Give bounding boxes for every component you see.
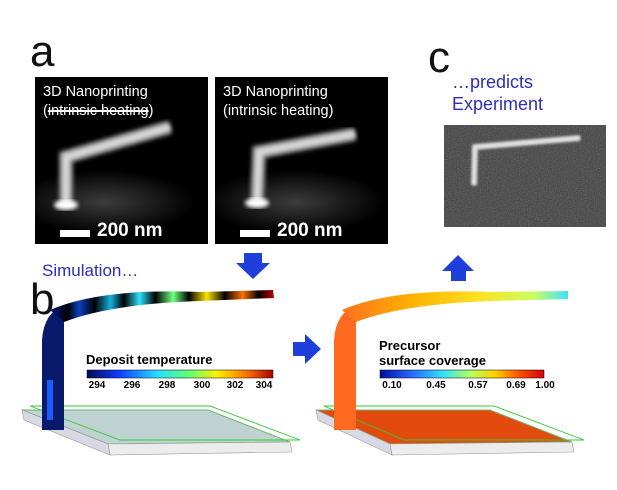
coverage-legend-title-line1: Precursor bbox=[379, 338, 441, 353]
simulation-label: Simulation… bbox=[42, 261, 139, 280]
deposit-pillar bbox=[334, 306, 356, 430]
sem-right-caption: 3D Nanoprinting (intrinsic heating) bbox=[223, 83, 333, 121]
temperature-tick: 304 bbox=[255, 380, 273, 391]
deposit-arm bbox=[50, 290, 274, 322]
sem-left-caption: 3D Nanoprinting (intrinsic heating) bbox=[43, 83, 153, 121]
simulation-coverage bbox=[315, 291, 585, 456]
sem-image-without-heating: 3D Nanoprinting (intrinsic heating) 200 … bbox=[35, 77, 208, 244]
predicts-line2: Experiment bbox=[452, 94, 544, 114]
coverage-tick: 0.45 bbox=[426, 380, 446, 391]
temperature-tick: 294 bbox=[88, 380, 106, 391]
substrate-front bbox=[389, 441, 575, 456]
sem-left-paren-open: ( bbox=[43, 103, 48, 119]
experiment-deposit-graphic bbox=[444, 125, 606, 227]
predicts-caption: …predicts Experiment bbox=[452, 71, 543, 115]
sem-right-caption-line1: 3D Nanoprinting bbox=[223, 84, 328, 100]
sem-left-caption-line2: (intrinsic heating) bbox=[43, 102, 153, 121]
temperature-colorbar bbox=[86, 369, 274, 379]
coverage-tick: 0.69 bbox=[506, 380, 526, 391]
sem-left-caption-line1: 3D Nanoprinting bbox=[43, 84, 148, 100]
scale-bar-left bbox=[60, 230, 90, 237]
sem-right-caption-line2: (intrinsic heating) bbox=[223, 103, 334, 119]
coverage-legend-title: Precursor surface coverage bbox=[379, 338, 486, 368]
temperature-tick: 296 bbox=[123, 380, 141, 391]
sem-left-struck-text: intrinsic heating bbox=[47, 103, 149, 119]
coverage-tick: 1.00 bbox=[535, 380, 555, 391]
temperature-tick: 302 bbox=[226, 380, 244, 391]
panel-label-c: c bbox=[428, 33, 450, 82]
temperature-tick: 300 bbox=[193, 380, 211, 391]
sem-left-paren-close: ) bbox=[148, 103, 154, 119]
temperature-tick: 298 bbox=[158, 380, 176, 391]
sem-image-with-heating: 3D Nanoprinting (intrinsic heating) 200 … bbox=[215, 77, 388, 244]
sem-deposit-graphic bbox=[215, 127, 385, 234]
coverage-legend-title-line2: surface coverage bbox=[379, 353, 486, 368]
coverage-colorbar bbox=[379, 369, 545, 379]
scale-bar-right bbox=[240, 230, 270, 237]
deposit-arm bbox=[342, 291, 568, 322]
panel-label-b: b bbox=[30, 275, 55, 324]
scale-label-left: 200 nm bbox=[97, 220, 163, 241]
temperature-legend-title: Deposit temperature bbox=[86, 352, 213, 367]
coverage-tick: 0.10 bbox=[382, 380, 402, 391]
substrate-front bbox=[107, 441, 293, 456]
scale-label-right: 200 nm bbox=[277, 220, 343, 241]
panel-label-a: a bbox=[30, 27, 55, 76]
coverage-tick: 0.57 bbox=[468, 380, 488, 391]
simulation-temperature bbox=[21, 290, 301, 456]
experiment-sem-image bbox=[444, 125, 606, 227]
predicts-line1: …predicts bbox=[452, 72, 534, 92]
sem-deposit-graphic bbox=[35, 120, 195, 234]
